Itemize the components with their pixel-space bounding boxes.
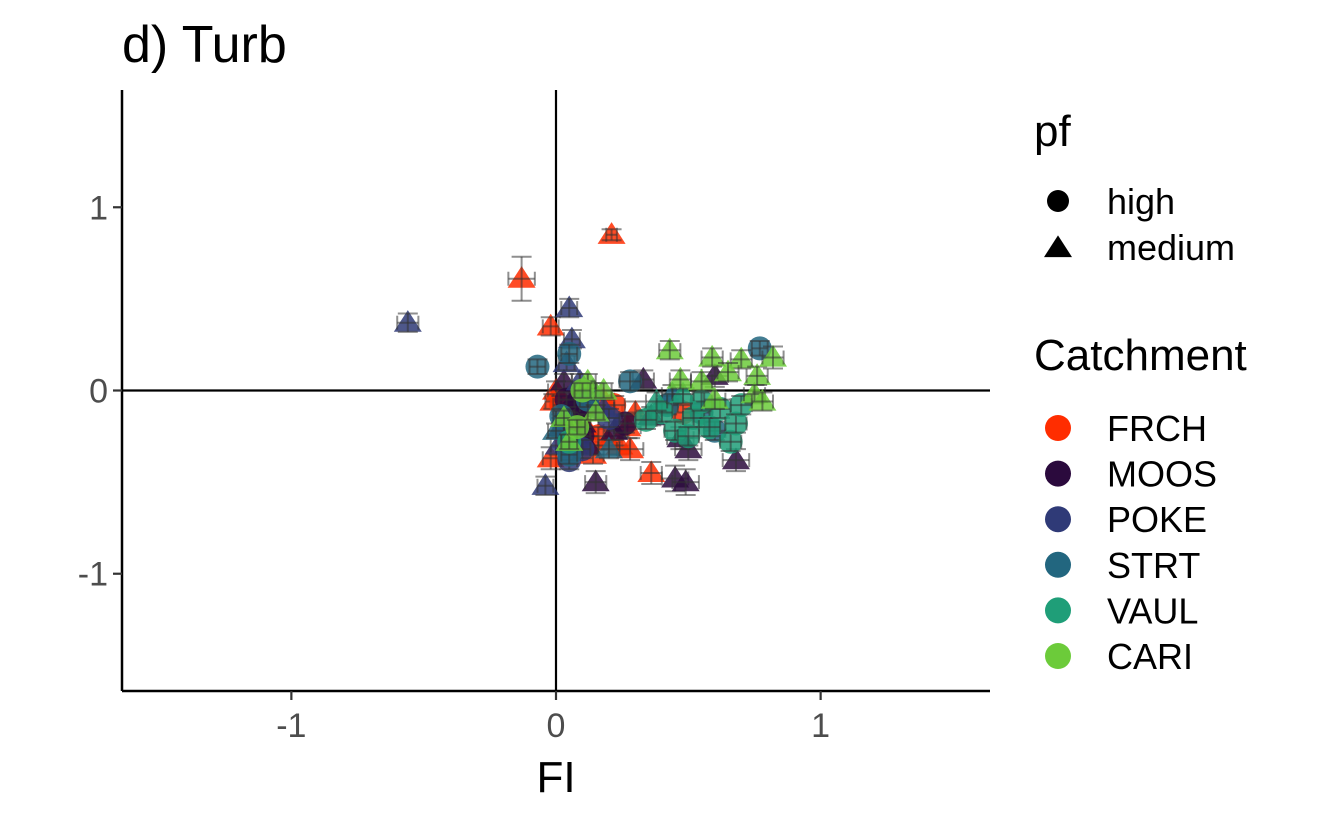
data-point <box>536 313 565 337</box>
data-point <box>525 354 550 379</box>
shape-legend-item-high: high <box>1047 181 1175 222</box>
data-point <box>581 399 610 422</box>
x-tick-label: 0 <box>547 707 566 745</box>
y-tick-label: 1 <box>89 189 108 227</box>
data-point <box>555 295 584 319</box>
data-point <box>393 310 422 333</box>
data-point <box>748 388 777 412</box>
color-legend-label: STRT <box>1107 545 1200 586</box>
data-point <box>507 255 536 302</box>
x-axis-title: FI <box>536 753 575 802</box>
data-point <box>589 377 618 400</box>
data-point <box>642 388 671 412</box>
series-cari-medium <box>549 337 787 451</box>
y-tick-label: 0 <box>89 373 108 411</box>
legend-key-swatch <box>1045 597 1071 624</box>
data-point <box>594 436 623 460</box>
color-legend-item-frch: FRCH <box>1045 408 1207 449</box>
data-point <box>666 366 695 390</box>
data-point <box>671 468 700 496</box>
y-axis-ticks: -1 0 1 <box>78 189 122 594</box>
data-point <box>615 436 645 462</box>
plot-area <box>122 90 990 691</box>
shape-legend-label: medium <box>1107 227 1235 268</box>
legend-key-swatch <box>1045 551 1071 578</box>
data-point <box>637 460 666 485</box>
chart-title: d) Turb <box>122 16 287 74</box>
shape-legend-item-medium: medium <box>1044 227 1235 268</box>
data-point <box>655 337 684 361</box>
data-point <box>565 415 590 440</box>
legend-key-triangle <box>1044 235 1072 258</box>
legend-key-swatch <box>1045 506 1071 533</box>
data-point <box>597 222 626 244</box>
data-point <box>557 341 582 366</box>
data-point <box>687 368 716 392</box>
x-tick-label: 1 <box>811 707 830 745</box>
data-point <box>555 429 584 451</box>
y-tick-label: -1 <box>78 556 108 594</box>
color-legend-label: VAUL <box>1107 590 1198 631</box>
data-point <box>714 359 743 383</box>
legend-key-swatch <box>1045 460 1071 487</box>
color-legend-title: Catchment <box>1034 331 1247 380</box>
data-point <box>531 473 560 496</box>
shape-legend-title: pf <box>1034 107 1071 156</box>
data-point <box>570 378 595 403</box>
series-cari-high <box>565 378 595 440</box>
legend-key-swatch <box>1045 415 1071 441</box>
legend-key-swatch <box>1045 643 1071 669</box>
data-point <box>618 369 643 394</box>
color-legend-label: MOOS <box>1107 454 1217 495</box>
legend-key-circle <box>1047 190 1069 212</box>
x-tick-label: -1 <box>276 707 306 745</box>
color-legend-label: CARI <box>1107 636 1193 677</box>
color-legend-label: FRCH <box>1107 408 1207 449</box>
color-legend-item-moos: MOOS <box>1045 454 1217 495</box>
color-legend-item-poke: POKE <box>1045 499 1207 540</box>
color-legend-item-strt: STRT <box>1045 545 1200 586</box>
color-legend-item-cari: CARI <box>1045 636 1193 677</box>
data-point <box>698 344 727 368</box>
data-point <box>759 344 787 370</box>
shape-legend: pf high medium <box>1034 107 1235 268</box>
data-point <box>581 469 610 495</box>
color-legend-item-vaul: VAUL <box>1045 590 1198 631</box>
color-legend-label: POKE <box>1107 499 1207 540</box>
data-point <box>743 363 772 387</box>
shape-legend-label: high <box>1107 181 1175 222</box>
data-point <box>676 424 701 449</box>
data-point <box>700 387 729 410</box>
x-axis-ticks: -1 0 1 <box>276 691 830 745</box>
